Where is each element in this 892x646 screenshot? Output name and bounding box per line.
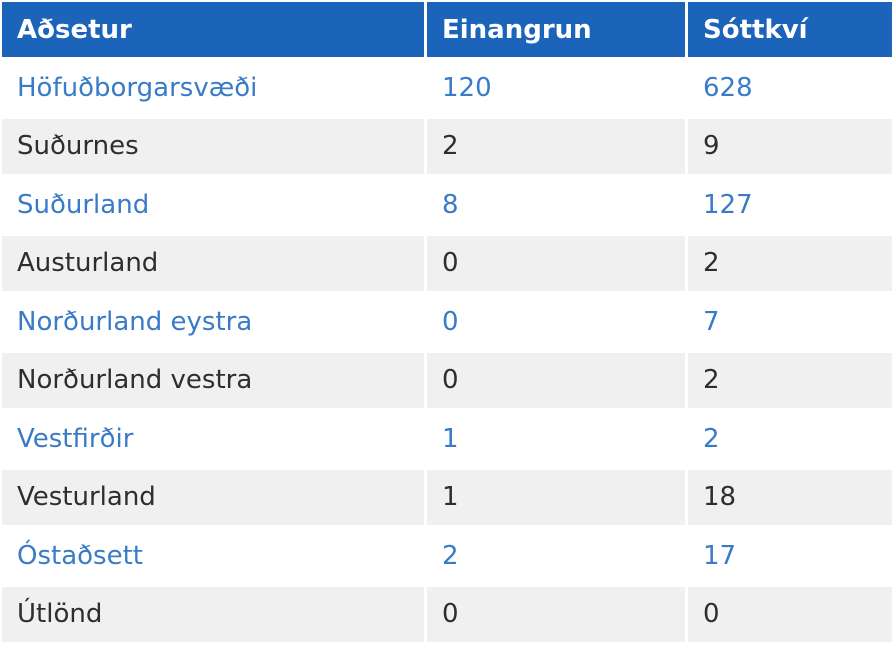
row-sottkvi-cell: 2 — [688, 411, 892, 467]
table-row: Útlönd 0 0 — [2, 586, 892, 642]
row-einangrun-cell: 0 — [427, 352, 685, 408]
row-einangrun-cell: 0 — [427, 586, 685, 642]
row-region-cell: Norðurland eystra — [2, 294, 424, 350]
row-einangrun-cell: 0 — [427, 294, 685, 350]
row-sottkvi-cell: 0 — [688, 586, 892, 642]
row-region-cell: Vestfirðir — [2, 411, 424, 467]
row-region-cell: Óstaðsett — [2, 528, 424, 584]
row-einangrun-cell: 1 — [427, 411, 685, 467]
row-einangrun-cell: 2 — [427, 118, 685, 174]
row-sottkvi-cell: 2 — [688, 235, 892, 291]
table-row: Vesturland 1 18 — [2, 469, 892, 525]
row-region-cell: Norðurland vestra — [2, 352, 424, 408]
row-region-cell: Vesturland — [2, 469, 424, 525]
column-header-sottkvi[interactable]: Sóttkví — [688, 2, 892, 57]
row-sottkvi-cell: 17 — [688, 528, 892, 584]
table-row: Vestfirðir 1 2 — [2, 411, 892, 467]
table-row: Óstaðsett 2 17 — [2, 528, 892, 584]
row-region-cell: Austurland — [2, 235, 424, 291]
row-region-cell: Suðurland — [2, 177, 424, 233]
row-einangrun-cell: 1 — [427, 469, 685, 525]
row-einangrun-cell: 0 — [427, 235, 685, 291]
row-region-cell: Útlönd — [2, 586, 424, 642]
row-sottkvi-cell: 2 — [688, 352, 892, 408]
row-einangrun-cell: 2 — [427, 528, 685, 584]
column-header-einangrun[interactable]: Einangrun — [427, 2, 685, 57]
row-sottkvi-cell: 628 — [688, 60, 892, 116]
row-sottkvi-cell: 9 — [688, 118, 892, 174]
row-einangrun-cell: 120 — [427, 60, 685, 116]
row-sottkvi-cell: 18 — [688, 469, 892, 525]
row-region-cell: Suðurnes — [2, 118, 424, 174]
row-sottkvi-cell: 7 — [688, 294, 892, 350]
column-header-adsetur[interactable]: Aðsetur — [2, 2, 424, 57]
table-row: Austurland 0 2 — [2, 235, 892, 291]
row-einangrun-cell: 8 — [427, 177, 685, 233]
table-row: Norðurland vestra 0 2 — [2, 352, 892, 408]
row-sottkvi-cell: 127 — [688, 177, 892, 233]
table-row: Suðurland 8 127 — [2, 177, 892, 233]
header-row: Aðsetur Einangrun Sóttkví — [2, 2, 892, 57]
row-region-cell: Höfuðborgarsvæði — [2, 60, 424, 116]
table-row: Suðurnes 2 9 — [2, 118, 892, 174]
table-row: Höfuðborgarsvæði 120 628 — [2, 60, 892, 116]
table-row: Norðurland eystra 0 7 — [2, 294, 892, 350]
